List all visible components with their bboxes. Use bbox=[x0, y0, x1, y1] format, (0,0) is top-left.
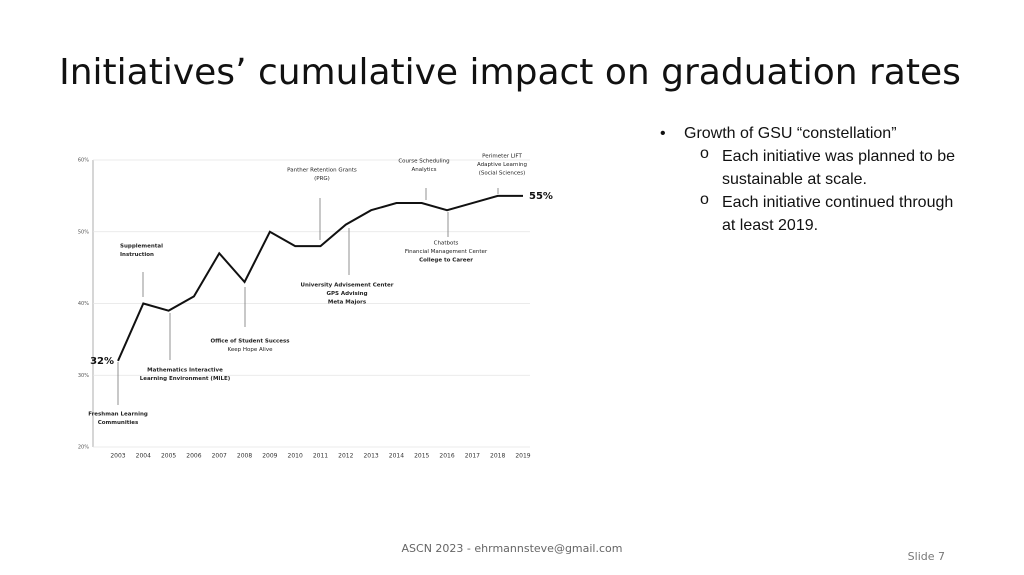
bullet-list: Growth of GSU “constellation”Each initia… bbox=[660, 122, 960, 237]
annotation-text: Perimeter LIFT bbox=[482, 154, 522, 160]
slide-number: Slide 7 bbox=[908, 550, 945, 563]
annotation-text: (PRG) bbox=[314, 176, 330, 182]
x-tick-label: 2013 bbox=[363, 453, 378, 460]
y-tick-label: 50% bbox=[78, 229, 89, 235]
value-label: 32% bbox=[90, 356, 114, 367]
bullet: Growth of GSU “constellation” bbox=[660, 122, 960, 145]
slide-title: Initiatives’ cumulative impact on gradua… bbox=[59, 52, 961, 93]
line-series bbox=[117, 194, 523, 362]
x-tick-label: 2007 bbox=[212, 453, 227, 460]
annotation-text: Supplemental bbox=[120, 244, 163, 250]
x-tick-label: 2003 bbox=[110, 453, 125, 460]
y-tick-label: 20% bbox=[78, 445, 89, 451]
annotation-text: Analytics bbox=[412, 167, 437, 173]
x-tick-label: 2010 bbox=[288, 453, 303, 460]
annotation-text: College to Career bbox=[419, 258, 473, 264]
x-tick-label: 2019 bbox=[515, 453, 530, 460]
annotation-text: Communities bbox=[98, 420, 139, 426]
x-tick-label: 2009 bbox=[262, 453, 277, 460]
x-tick-label: 2005 bbox=[161, 453, 176, 460]
y-tick-label: 30% bbox=[78, 373, 89, 379]
annotation-text: Keep Hope Alive bbox=[228, 347, 274, 353]
annotation-text: Course Scheduling bbox=[398, 159, 449, 165]
annotation-text: Panther Retention Grants bbox=[287, 168, 357, 174]
annotation-text: Financial Management Center bbox=[405, 249, 488, 255]
annotation-text: Chatbots bbox=[434, 241, 459, 247]
y-tick-label: 60% bbox=[78, 158, 89, 164]
footer: ASCN 2023 - ehrmannsteve@gmail.com bbox=[402, 542, 623, 555]
annotation-text: Mathematics Interactive bbox=[147, 368, 223, 374]
chart: 20% 30% 40% 50% 60% 2003 2004 2005 2006 2007 2008 2… bbox=[78, 154, 553, 460]
x-tick-label: 2004 bbox=[136, 453, 151, 460]
x-tick-label: 2012 bbox=[338, 453, 353, 460]
sub-bullet: Each initiative continued through at lea… bbox=[660, 188, 960, 237]
value-label: 55% bbox=[529, 191, 553, 202]
x-tick-label: 2015 bbox=[414, 453, 429, 460]
annotation-text: GPS Advising bbox=[326, 291, 367, 297]
x-tick-label: 2006 bbox=[186, 453, 201, 460]
sub-bullet: Each initiative was planned to be sustai… bbox=[660, 142, 960, 191]
annotation-text: Office of Student Success bbox=[210, 339, 290, 345]
annotation-text: (Social Sciences) bbox=[479, 171, 526, 177]
y-tick-label: 40% bbox=[78, 301, 89, 307]
x-tick-label: 2017 bbox=[465, 453, 480, 460]
annotation-text: Meta Majors bbox=[328, 300, 367, 306]
x-tick-label: 2011 bbox=[313, 453, 328, 460]
x-tick-label: 2014 bbox=[389, 453, 404, 460]
annotation-text: Instruction bbox=[120, 252, 154, 258]
x-tick-label: 2008 bbox=[237, 453, 252, 460]
x-tick-label: 2018 bbox=[490, 453, 505, 460]
annotation-text: Freshman Learning bbox=[88, 412, 148, 418]
x-tick-label: 2016 bbox=[439, 453, 454, 460]
annotation-text: University Advisement Center bbox=[301, 283, 394, 289]
annotation-text: Learning Environment (MILE) bbox=[140, 376, 231, 382]
annotation-text: Adaptive Learning bbox=[477, 162, 527, 168]
